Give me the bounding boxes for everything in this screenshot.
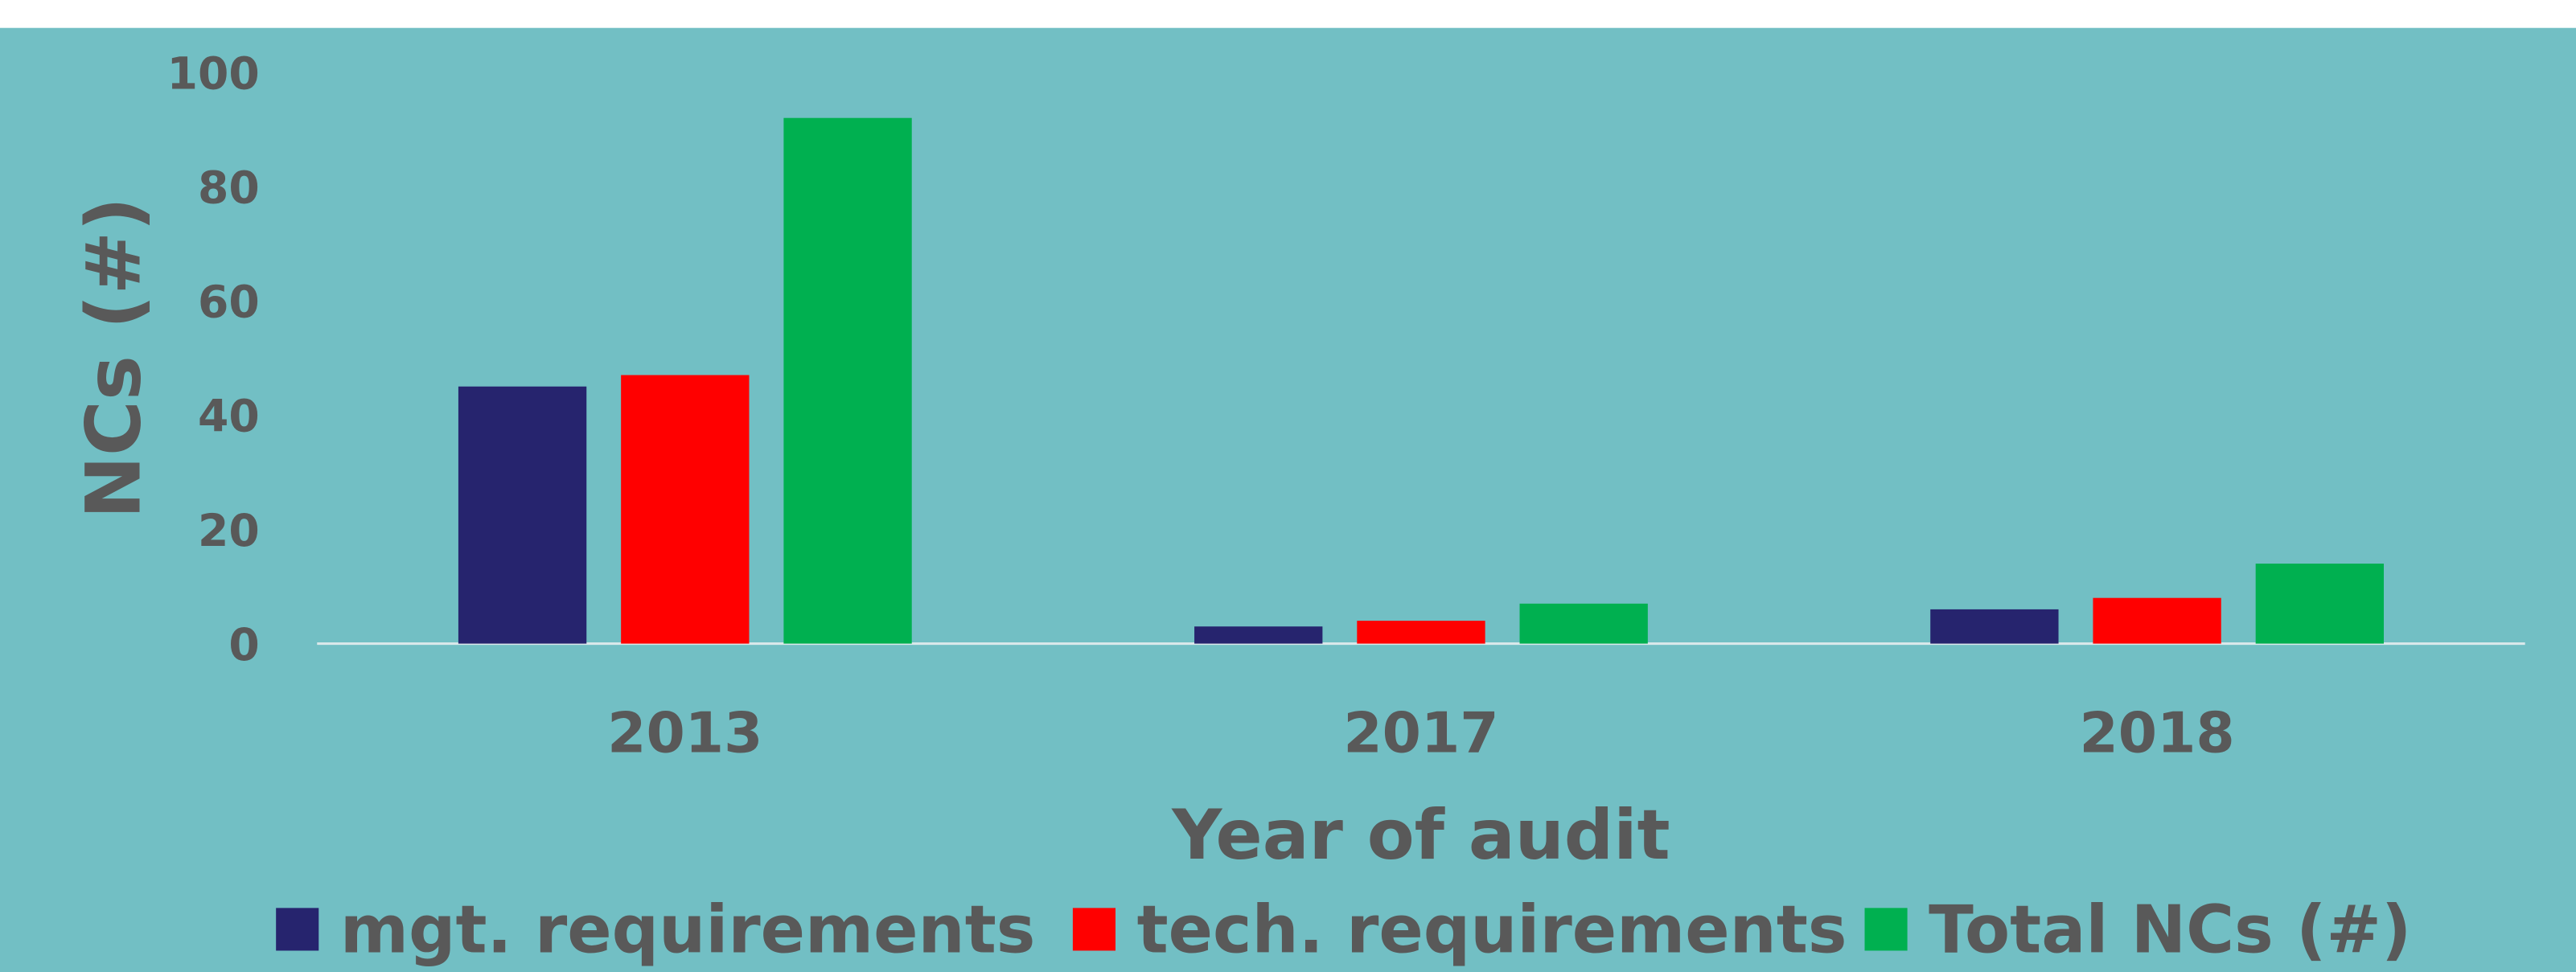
plot-background — [0, 27, 2576, 972]
bar — [1519, 603, 1648, 644]
legend-label: tech. requirements — [1137, 892, 1847, 969]
y-tick-label: 20 — [198, 506, 260, 557]
legend-label: Total NCs (#) — [1929, 892, 2411, 969]
bar — [458, 386, 587, 644]
y-tick-label: 60 — [198, 277, 260, 329]
bar — [1930, 609, 2059, 644]
bar — [2093, 597, 2221, 644]
y-tick-label: 0 — [228, 620, 259, 671]
bar — [783, 117, 912, 644]
x-axis-title: Year of audit — [1171, 795, 1670, 876]
bar — [1194, 626, 1323, 644]
x-tick-label: 2018 — [2079, 701, 2234, 765]
bar — [2255, 564, 2385, 644]
x-tick-label: 2017 — [1343, 701, 1498, 765]
legend-swatch — [1864, 908, 1908, 951]
y-axis-title: NCs (#) — [71, 197, 158, 519]
bar — [1357, 621, 1485, 644]
legend-swatch — [1072, 908, 1116, 951]
y-tick-label: 100 — [167, 48, 260, 100]
legend-label: mgt. requirements — [340, 892, 1036, 969]
y-tick-label: 40 — [198, 392, 260, 443]
bar — [621, 375, 750, 644]
y-tick-label: 80 — [198, 162, 260, 214]
legend-swatch — [276, 908, 319, 951]
x-tick-label: 2013 — [607, 701, 762, 765]
